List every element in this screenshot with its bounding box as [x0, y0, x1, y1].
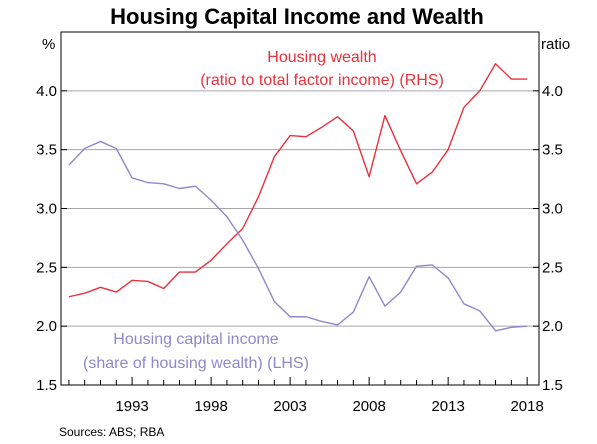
left-y-tick-label: 2.0	[36, 318, 57, 335]
housing-capital-income-line	[68, 140, 528, 332]
gridlines	[61, 90, 539, 327]
housing-wealth-line	[68, 63, 528, 298]
right-y-tick-label: 2.5	[542, 259, 563, 276]
axis-tick-labels: 1.5 2.0 2.5 3.0 3.5 4.0 1.5 2.0 2.5 3.0 3.5 4.0 1993…	[36, 83, 563, 415]
right-axis-unit: ratio	[541, 36, 570, 53]
left-y-tick-label: 3.5	[36, 142, 57, 159]
right-y-tick-label: 3.0	[542, 201, 563, 218]
housing-wealth-label: (ratio to total factor income) (RHS)	[200, 72, 444, 89]
x-tick-label: 2003	[273, 398, 306, 415]
housing-capital-income-label: (share of housing wealth) (LHS)	[83, 355, 309, 372]
x-tick-label: 2018	[510, 398, 543, 415]
left-axis-unit: %	[42, 36, 55, 53]
x-tick-label: 2008	[352, 398, 385, 415]
right-y-tick-label: 1.5	[542, 377, 563, 394]
left-y-tick-label: 3.0	[36, 201, 57, 218]
chart-title: Housing Capital Income and Wealth	[110, 4, 484, 29]
right-y-tick-label: 3.5	[542, 142, 563, 159]
axis-ticks	[61, 90, 539, 386]
series-annotations: Housing wealth (ratio to total factor inc…	[83, 49, 444, 372]
left-y-tick-label: 2.5	[36, 259, 57, 276]
right-y-tick-label: 2.0	[542, 318, 563, 335]
housing-capital-income-label: Housing capital income	[113, 331, 279, 348]
series-lines	[68, 63, 528, 332]
left-y-tick-label: 1.5	[36, 377, 57, 394]
x-tick-label: 1993	[115, 398, 148, 415]
source-note: Sources: ABS; RBA	[59, 425, 164, 439]
right-y-tick-label: 4.0	[542, 83, 563, 100]
left-y-tick-label: 4.0	[36, 83, 57, 100]
x-tick-label: 2013	[431, 398, 464, 415]
housing-wealth-label: Housing wealth	[267, 49, 376, 66]
x-tick-label: 1998	[194, 398, 227, 415]
